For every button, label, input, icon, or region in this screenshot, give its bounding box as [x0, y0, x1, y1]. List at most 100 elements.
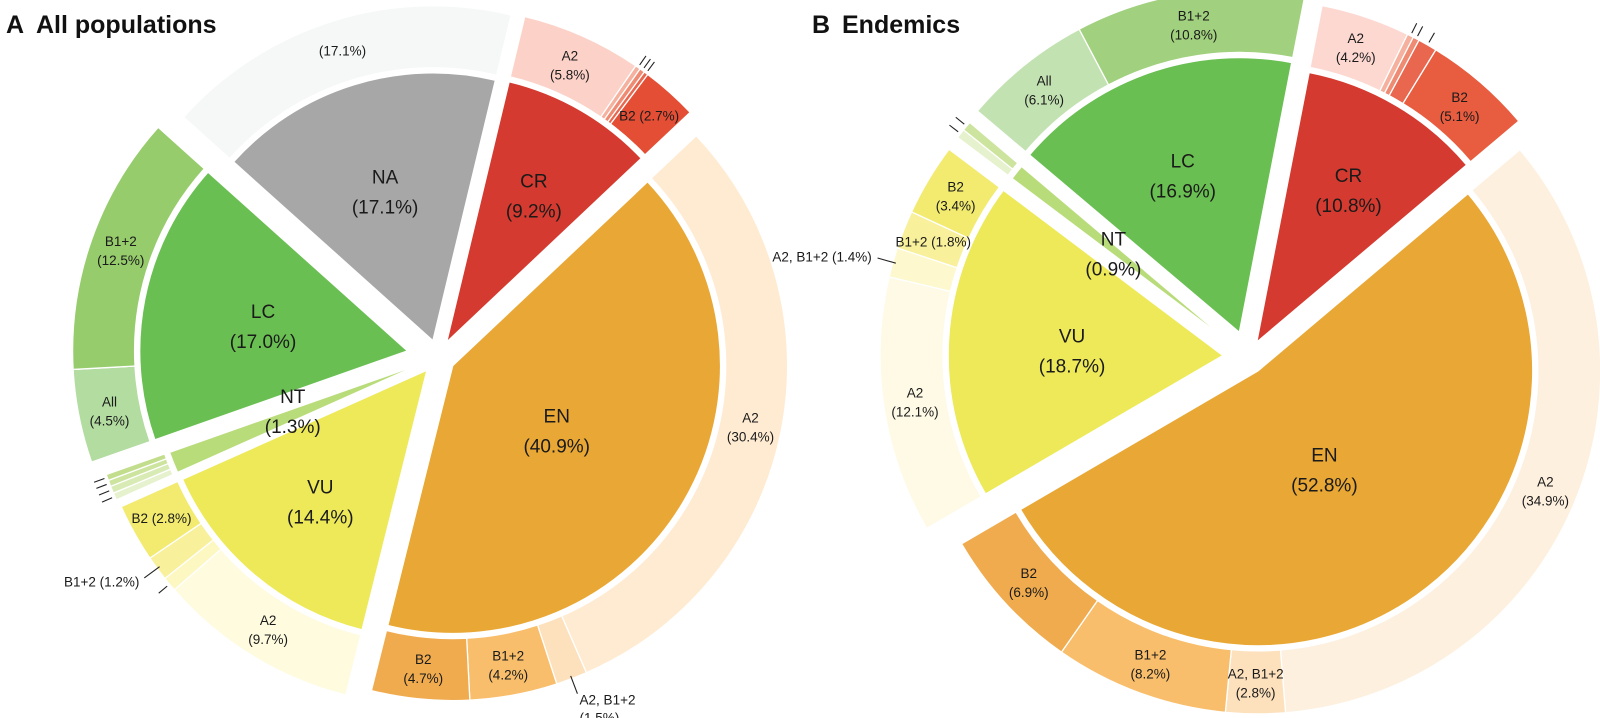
a-lc-criterion-1-all-label-1: All	[102, 394, 117, 409]
b-cr-criterion-5-b2-label-1: B2	[1451, 90, 1468, 105]
b-cr-criterion-5-b2-segment	[1402, 48, 1520, 163]
b-en-name-label: EN	[1311, 445, 1337, 466]
a-vu-percent-label: (14.4%)	[287, 507, 354, 528]
panel-b-endemics: B Endemics A2 (4.2%) B2 (5.1%) CR (10.8%) A2 (3…	[772, 0, 1600, 715]
a-en-criterion-3-b1-2-label-1: B1+2	[492, 648, 524, 663]
b-lc-criterion-2-b1-2-label-1: B1+2	[1178, 8, 1210, 23]
a-lc-slice	[138, 170, 410, 441]
a-vu-slice	[181, 368, 429, 631]
b-lc-percent-label: (16.9%)	[1149, 182, 1216, 203]
a-nt-criterion-2-segment-tick	[98, 490, 110, 496]
a-en-percent-label: (40.9%)	[523, 437, 590, 458]
panel-b-labels: A2 (4.2%) B2 (5.1%) CR (10.8%) A2 (34.9%) A2, B1…	[772, 8, 1569, 700]
a-cr-name-label: CR	[520, 172, 547, 193]
a-nt-criterion-4-segment-segment	[105, 453, 168, 482]
panel-a-labels: A2 (5.8%) B2 (2.7%) CR (9.2%) A2 (30.4%) A2, B1…	[64, 44, 774, 718]
a-cr-criterion-1-a2-label-1: A2	[562, 48, 579, 63]
a-vu-criterion-3-b1-2-1-2-leader-line	[143, 566, 160, 579]
b-cr-slice	[1255, 71, 1468, 345]
b-lc-criterion-1-all-label-1: All	[1037, 74, 1052, 89]
a-nt-name-label: NT	[280, 387, 306, 408]
b-vu-criterion-1-a2-label-2: (12.1%)	[891, 405, 938, 420]
a-cr-criterion-3-segment-tick	[643, 58, 651, 69]
b-en-criterion-4-b2-label-2: (6.9%)	[1009, 585, 1049, 600]
b-vu-criterion-2-a2-b1-2-1-4-leader-line	[877, 257, 896, 264]
b-en-criterion-4-b2-label-1: B2	[1021, 566, 1038, 581]
a-vu-criterion-3-b1-2-1-2-label-1: B1+2 (1.2%)	[64, 574, 139, 589]
b-en-criterion-3-b1-2-label-1: B1+2	[1134, 647, 1166, 662]
panel-b-letter: B	[812, 11, 830, 39]
b-vu-criterion-2-a2-b1-2-1-4-label-1: A2, B1+2 (1.4%)	[772, 249, 871, 264]
b-nt-criterion-2-segment-segment	[962, 121, 1019, 171]
a-vu-criterion-4-b2-2-8-segment	[120, 480, 203, 560]
b-lc-slice	[1028, 56, 1293, 334]
b-vu-slice	[947, 189, 1225, 496]
panel-a-all-populations: A All populations A2 (5.8%) B2 (2.7%) CR (9.…	[6, 5, 789, 718]
a-cr-criterion-4-segment-tick	[647, 61, 655, 72]
b-cr-criterion-2-segment-tick	[1411, 23, 1418, 34]
b-en-percent-label: (52.8%)	[1291, 475, 1358, 496]
a-en-criterion-4-b2-label-2: (4.7%)	[403, 671, 443, 686]
b-en-criterion-1-a2-segment	[1279, 148, 1600, 714]
a-en-criterion-3-b1-2-label-2: (4.2%)	[488, 667, 528, 682]
a-en-slice	[386, 180, 722, 635]
b-cr-criterion-3-segment-tick	[1417, 26, 1424, 37]
a-na-slice	[232, 72, 497, 343]
b-en-slice	[1019, 192, 1534, 647]
a-cr-criterion-2-segment-tick	[639, 55, 647, 66]
b-cr-criterion-1-a2-label-2: (4.2%)	[1336, 50, 1376, 65]
a-cr-percent-label: (9.2%)	[506, 202, 562, 223]
a-nt-percent-label: (1.3%)	[265, 417, 321, 438]
b-cr-criterion-1-a2-label-1: A2	[1347, 31, 1364, 46]
a-en-criterion-4-b2-segment	[370, 629, 471, 702]
b-nt-name-label: NT	[1101, 230, 1127, 251]
a-en-criterion-2-a2-b1-2-label-1: A2, B1+2	[580, 692, 636, 707]
a-lc-percent-label: (17.0%)	[230, 332, 297, 353]
b-vu-percent-label: (18.7%)	[1039, 357, 1106, 378]
panel-b-title: Endemics	[842, 11, 960, 39]
b-lc-criterion-2-b1-2-segment	[1078, 0, 1305, 86]
b-nt-criterion-1-segment-tick	[949, 124, 959, 133]
a-na-name-label: NA	[372, 167, 399, 188]
a-nt-criterion-1-segment-tick	[101, 497, 113, 503]
b-cr-name-label: CR	[1335, 166, 1362, 187]
a-lc-name-label: LC	[251, 302, 275, 323]
a-na-criterion-1-segment-label-1: (17.1%)	[319, 44, 366, 59]
a-en-criterion-2-a2-b1-2-leader-line	[570, 675, 578, 694]
a-cr-criterion-5-b2-2-7-segment	[609, 73, 692, 156]
a-en-criterion-4-b2-label-1: B2	[415, 652, 432, 667]
a-vu-criterion-2-segment-tick	[158, 585, 168, 594]
b-en-criterion-2-a2-b1-2-label-2: (2.8%)	[1236, 685, 1276, 700]
a-en-criterion-1-a2-label-1: A2	[742, 411, 759, 426]
b-en-criterion-2-a2-b1-2-label-1: A2, B1+2	[1228, 666, 1284, 681]
a-cr-slice	[445, 80, 643, 345]
a-lc-criterion-2-b1-2-segment	[71, 126, 206, 371]
a-vu-name-label: VU	[307, 477, 333, 498]
b-lc-criterion-1-all-label-2: (6.1%)	[1024, 93, 1064, 108]
a-lc-criterion-2-b1-2-label-1: B1+2	[105, 234, 137, 249]
a-cr-criterion-5-b2-2-7-label-1: B2 (2.7%)	[619, 109, 679, 124]
a-en-criterion-1-a2-label-2: (30.4%)	[727, 430, 774, 445]
b-vu-criterion-4-b2-segment	[910, 148, 1001, 240]
b-en-criterion-1-a2-label-1: A2	[1537, 475, 1554, 490]
a-nt-criterion-4-segment-tick	[93, 477, 105, 483]
b-en-criterion-1-a2-label-2: (34.9%)	[1522, 494, 1569, 509]
b-nt-slice	[1010, 165, 1233, 345]
b-vu-criterion-3-b1-2-1-8-label-1: B1+2 (1.8%)	[896, 234, 971, 249]
panel-a-letter: A	[6, 11, 24, 39]
b-cr-criterion-5-b2-label-2: (5.1%)	[1440, 109, 1480, 124]
a-nt-slice	[168, 362, 423, 474]
a-cr-criterion-1-a2-label-2: (5.8%)	[550, 67, 590, 82]
panel-b-slices	[879, 0, 1600, 715]
b-lc-criterion-2-b1-2-label-2: (10.8%)	[1170, 27, 1217, 42]
a-nt-criterion-3-segment-tick	[96, 483, 107, 489]
a-na-percent-label: (17.1%)	[352, 197, 419, 218]
a-lc-criterion-2-b1-2-label-2: (12.5%)	[97, 253, 144, 268]
b-nt-percent-label: (0.9%)	[1085, 260, 1141, 281]
panel-a-title: All populations	[36, 11, 217, 39]
b-en-criterion-4-b2-segment	[960, 511, 1099, 654]
b-vu-name-label: VU	[1059, 327, 1085, 348]
a-lc-criterion-1-all-label-2: (4.5%)	[90, 413, 130, 428]
b-nt-criterion-2-segment-tick	[955, 116, 965, 125]
